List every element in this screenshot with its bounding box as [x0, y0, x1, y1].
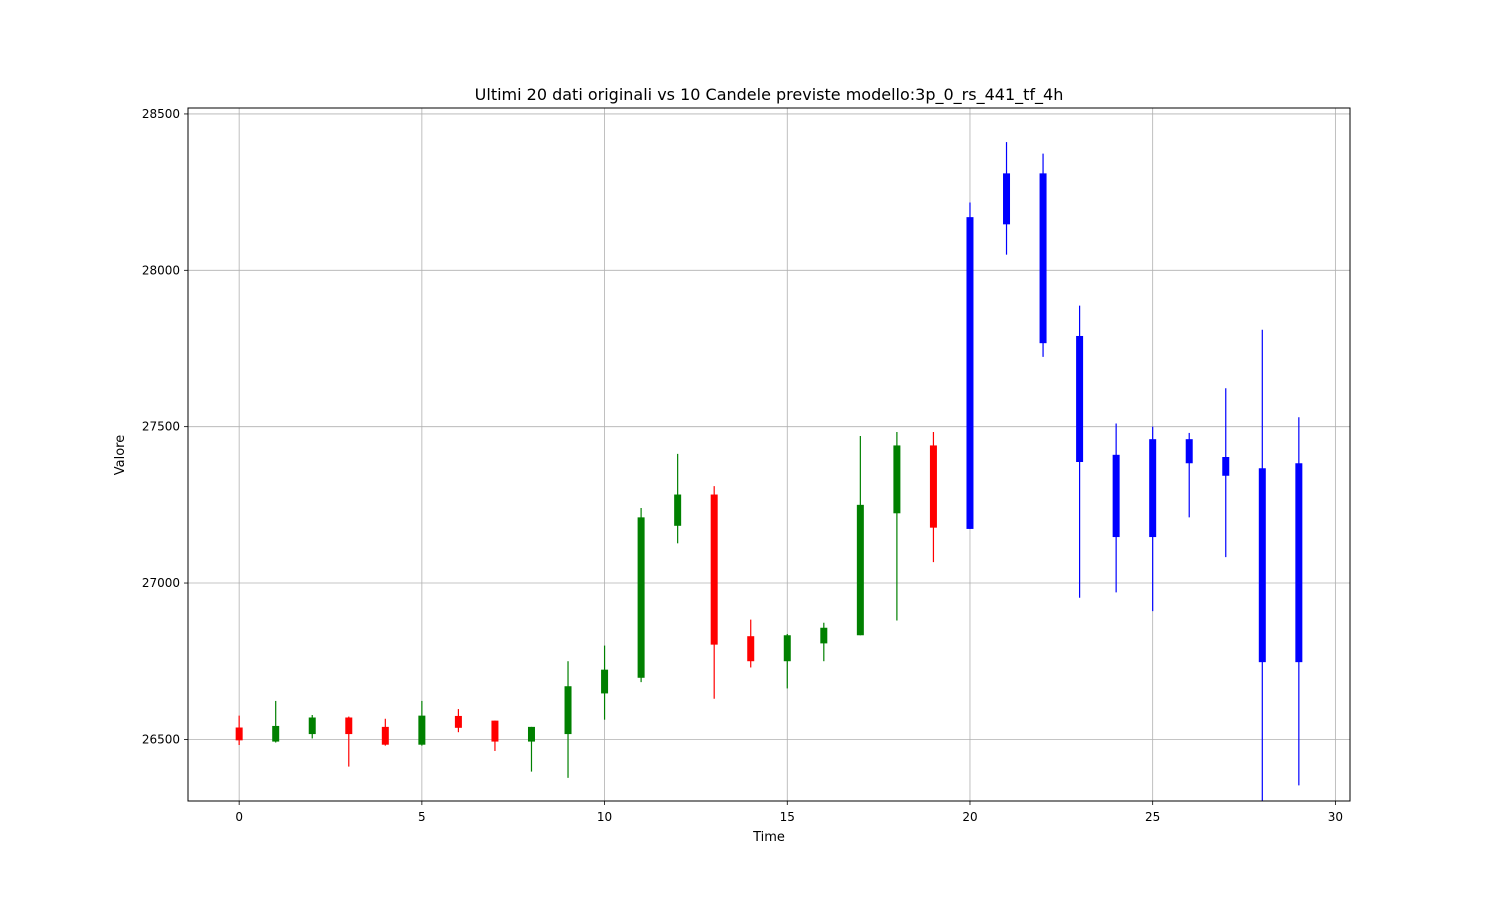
candle-body — [272, 725, 280, 742]
candle — [966, 202, 974, 529]
candle — [710, 486, 718, 699]
x-tick-label: 25 — [1145, 810, 1160, 824]
candle-body — [235, 727, 243, 741]
candles — [235, 142, 1303, 801]
candle — [929, 431, 937, 563]
candle — [418, 700, 426, 746]
candle-body — [1295, 463, 1303, 663]
candle — [783, 634, 791, 689]
candle — [1295, 417, 1303, 786]
candle — [1076, 305, 1084, 598]
candle — [527, 726, 535, 772]
candle-body — [454, 715, 462, 728]
candle — [674, 453, 682, 544]
candle — [454, 709, 462, 733]
candle-body — [418, 715, 426, 745]
candle — [564, 661, 572, 778]
candle — [491, 720, 499, 751]
candle-body — [1112, 454, 1120, 538]
candle — [272, 700, 280, 743]
candle — [1003, 142, 1011, 255]
y-tick-label: 26500 — [142, 732, 180, 746]
x-tick-label: 0 — [235, 810, 243, 824]
y-axis-label: Valore — [113, 435, 128, 475]
candle-body — [747, 636, 755, 662]
candle-body — [1039, 173, 1047, 344]
candle-body — [1222, 457, 1230, 476]
chart-title: Ultimi 20 dati originali vs 10 Candele p… — [475, 85, 1064, 105]
candle — [1112, 423, 1120, 593]
candle-body — [966, 217, 974, 529]
candle-body — [345, 717, 353, 735]
candle — [747, 619, 755, 668]
candle — [856, 436, 864, 636]
candle-body — [929, 445, 937, 528]
candle — [1039, 153, 1047, 357]
candle-body — [1258, 468, 1266, 663]
candle-body — [1076, 335, 1084, 463]
candle-body — [308, 717, 316, 735]
candle-body — [527, 726, 535, 742]
candle-body — [674, 494, 682, 526]
y-tick-label: 28500 — [142, 107, 180, 121]
plot-frame — [187, 107, 1351, 802]
candle-body — [783, 635, 791, 662]
y-tick-label: 28000 — [142, 263, 180, 277]
candle-body — [820, 627, 828, 644]
candle-body — [856, 504, 864, 636]
candle — [235, 715, 243, 746]
candle — [1149, 426, 1157, 612]
candle — [1185, 432, 1193, 518]
candle — [1258, 329, 1266, 801]
candle — [637, 507, 645, 683]
candle — [601, 645, 609, 720]
x-tick-label: 5 — [418, 810, 426, 824]
candle — [308, 715, 316, 739]
candle-body — [893, 445, 901, 514]
candle-body — [1003, 173, 1011, 225]
candle — [1222, 388, 1230, 558]
x-tick-label: 20 — [962, 810, 977, 824]
candle — [893, 431, 901, 621]
candle-body — [1185, 439, 1193, 464]
candle-body — [637, 517, 645, 678]
candle-body — [491, 720, 499, 742]
candle — [820, 622, 828, 662]
candle — [345, 716, 353, 767]
x-axis-label: Time — [752, 830, 785, 845]
x-tick-label: 15 — [780, 810, 795, 824]
axis-ticks: 0 5 10 15 20 25 30 26500 27000 27500 28000 28500 — [142, 107, 1343, 824]
candle-body — [1149, 439, 1157, 538]
y-tick-label: 27500 — [142, 420, 180, 434]
x-tick-label: 10 — [597, 810, 612, 824]
candle — [381, 718, 389, 746]
x-tick-label: 30 — [1328, 810, 1343, 824]
candle-body — [381, 726, 389, 745]
y-tick-label: 27000 — [142, 576, 180, 590]
candle-body — [601, 669, 609, 694]
candle-body — [710, 494, 718, 645]
candle-body — [564, 686, 572, 735]
